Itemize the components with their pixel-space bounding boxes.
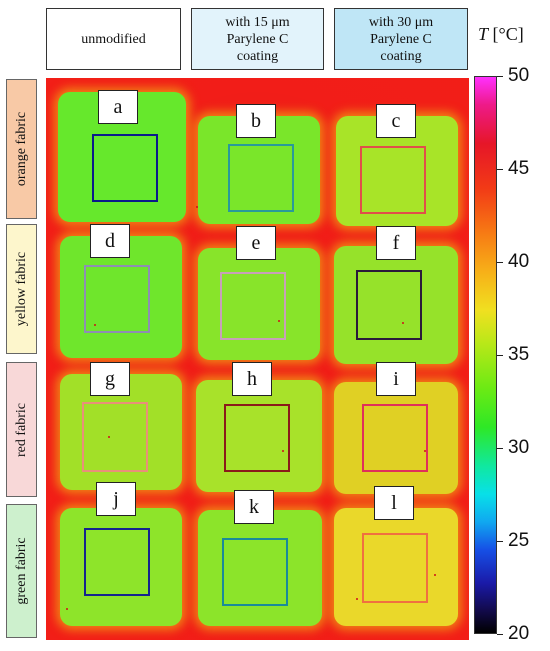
roi-square-g bbox=[82, 402, 148, 472]
column-header-label: with 15 μm Parylene C coating bbox=[225, 14, 290, 64]
sample-patch-i bbox=[334, 382, 458, 494]
roi-square-c bbox=[360, 146, 426, 214]
colorbar-tick-label: 25 bbox=[508, 530, 530, 551]
row-header-label: orange fabric bbox=[13, 111, 29, 187]
hot-speck bbox=[108, 436, 110, 438]
column-header-label: with 30 μm Parylene C coating bbox=[368, 14, 434, 64]
colorbar-tick-label: 45 bbox=[508, 158, 530, 179]
colorbar-tick-label: 35 bbox=[508, 344, 530, 365]
sample-patch-f bbox=[334, 246, 458, 364]
roi-square-j bbox=[84, 528, 150, 596]
row-header-yellow: yellow fabric bbox=[6, 224, 37, 354]
sample-patch-l bbox=[334, 508, 458, 626]
roi-square-f bbox=[356, 270, 422, 340]
sample-patch-h bbox=[196, 380, 322, 492]
sample-label-k: k bbox=[234, 490, 274, 524]
hot-speck bbox=[424, 450, 426, 452]
hot-speck bbox=[94, 324, 96, 326]
roi-square-l bbox=[362, 533, 428, 603]
hot-speck bbox=[196, 206, 198, 208]
roi-square-h bbox=[224, 404, 290, 472]
colorbar-tick bbox=[497, 355, 503, 356]
colorbar-tick bbox=[497, 448, 503, 449]
column-header-label: unmodified bbox=[81, 31, 146, 47]
sample-label-h: h bbox=[232, 362, 272, 396]
sample-label-f: f bbox=[376, 226, 416, 260]
sample-patch-j bbox=[60, 508, 182, 626]
colorbar bbox=[474, 76, 497, 634]
sample-label-a: a bbox=[98, 90, 138, 124]
colorbar-tick bbox=[497, 634, 503, 635]
sample-label-d: d bbox=[90, 224, 130, 258]
colorbar-tick-label: 50 bbox=[508, 65, 530, 86]
roi-square-e bbox=[220, 272, 286, 340]
colorbar-tick bbox=[497, 262, 503, 263]
column-header-30um: with 30 μm Parylene C coating bbox=[334, 8, 468, 70]
sample-label-g: g bbox=[90, 362, 130, 396]
sample-label-c: c bbox=[376, 104, 416, 138]
row-header-label: yellow fabric bbox=[13, 251, 29, 327]
hot-speck bbox=[402, 322, 404, 324]
sample-patch-k bbox=[198, 510, 322, 626]
sample-label-i: i bbox=[376, 362, 416, 396]
hot-speck bbox=[356, 598, 358, 600]
colorbar-tick bbox=[497, 76, 503, 77]
colorbar-tick-label: 30 bbox=[508, 437, 530, 458]
hot-speck bbox=[66, 608, 68, 610]
colorbar-title: T [°C] bbox=[478, 24, 524, 45]
sample-label-l: l bbox=[374, 486, 414, 520]
sample-label-b: b bbox=[236, 104, 276, 138]
row-header-label: green fabric bbox=[13, 537, 29, 605]
row-header-label: red fabric bbox=[13, 402, 29, 457]
roi-square-i bbox=[362, 404, 428, 472]
sample-patch-e bbox=[198, 248, 320, 360]
hot-speck bbox=[282, 450, 284, 452]
sample-label-e: e bbox=[236, 226, 276, 260]
colorbar-tick bbox=[497, 541, 503, 542]
column-header-15um: with 15 μm Parylene C coating bbox=[191, 8, 324, 70]
row-header-orange: orange fabric bbox=[6, 79, 37, 219]
colorbar-title-variable: T bbox=[478, 24, 489, 44]
colorbar-tick-label: 40 bbox=[508, 251, 530, 272]
roi-square-d bbox=[84, 265, 150, 333]
roi-square-a bbox=[92, 134, 158, 202]
colorbar-tick-label: 20 bbox=[508, 623, 530, 644]
thermal-image: a b c d e f g h i j k l bbox=[46, 78, 469, 640]
hot-speck bbox=[434, 574, 436, 576]
row-header-green: green fabric bbox=[6, 504, 37, 638]
colorbar-tick bbox=[497, 169, 503, 170]
hot-speck bbox=[278, 320, 280, 322]
colorbar-title-unit: [°C] bbox=[488, 24, 524, 44]
row-header-red: red fabric bbox=[6, 362, 37, 497]
roi-square-k bbox=[222, 538, 288, 606]
column-header-unmodified: unmodified bbox=[46, 8, 181, 70]
sample-label-j: j bbox=[96, 482, 136, 516]
roi-square-b bbox=[228, 144, 294, 212]
